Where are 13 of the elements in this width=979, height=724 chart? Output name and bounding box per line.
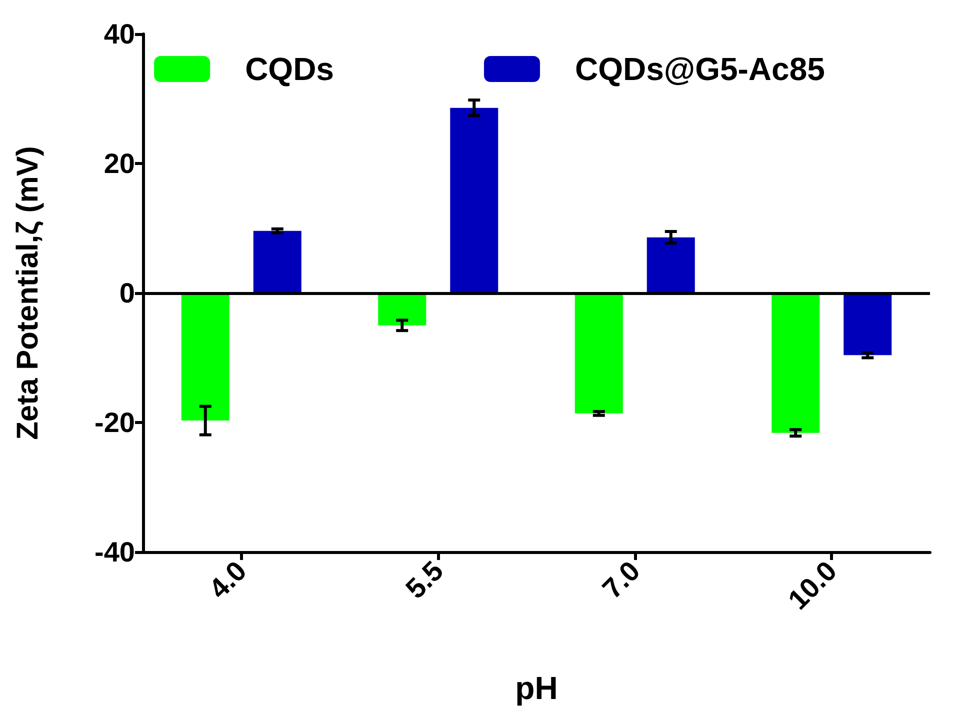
x-tick-label: 10.0 bbox=[782, 555, 843, 616]
y-axis-title: Zeta Potential,ζ (mV) bbox=[12, 146, 44, 440]
x-tick-label: 5.5 bbox=[400, 555, 450, 604]
y-tick-label: 20 bbox=[104, 148, 135, 179]
y-tick-label: 40 bbox=[104, 18, 135, 50]
y-tick-label: 0 bbox=[119, 278, 135, 308]
x-axis-title: pH bbox=[515, 670, 558, 706]
y-tick-label: -20 bbox=[94, 407, 135, 438]
x-tick-label: 7.0 bbox=[596, 555, 646, 604]
x-tick-label: 4.0 bbox=[202, 555, 252, 604]
legend-label: CQDs@G5-Ac85 bbox=[574, 51, 825, 87]
y-tick-label: -40 bbox=[94, 536, 135, 568]
legend-label: CQDs bbox=[245, 51, 334, 87]
